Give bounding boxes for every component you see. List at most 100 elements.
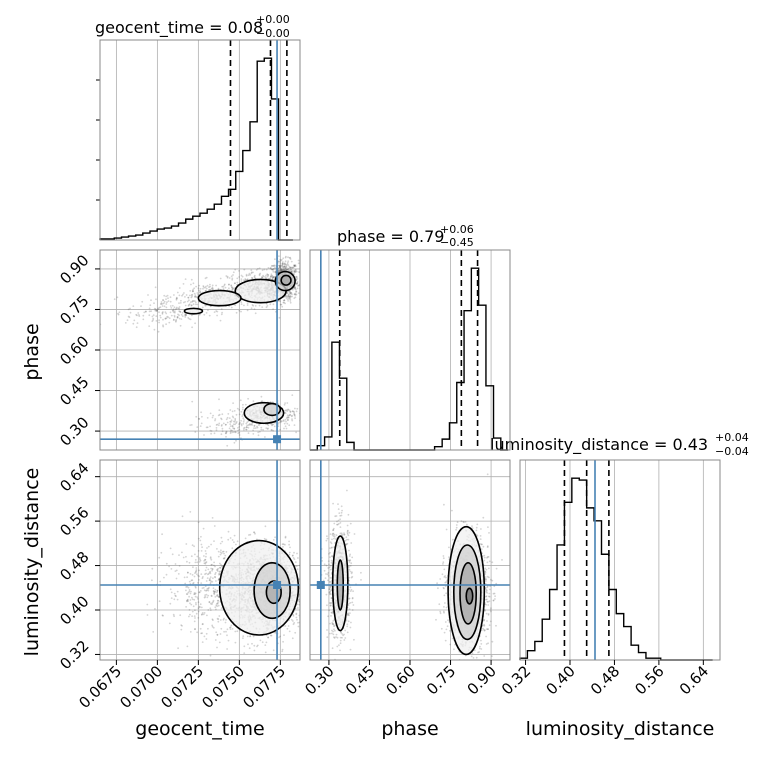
sample-point xyxy=(209,288,211,291)
sample-point xyxy=(279,635,282,638)
sample-point xyxy=(187,571,189,574)
sample-point xyxy=(210,567,213,570)
sample-point xyxy=(178,554,180,556)
sample-point xyxy=(277,423,280,425)
sample-point xyxy=(212,288,215,290)
sample-point xyxy=(193,545,196,548)
sample-point xyxy=(279,261,281,263)
sample-point xyxy=(240,278,243,280)
sample-point xyxy=(191,326,194,329)
sample-point xyxy=(279,262,282,265)
sample-point xyxy=(292,613,295,616)
sample-point xyxy=(227,530,230,533)
sample-point xyxy=(203,612,206,614)
sample-point xyxy=(289,291,292,294)
sample-point xyxy=(289,413,291,416)
sample-point xyxy=(232,274,234,276)
sample-point xyxy=(205,572,208,575)
sample-point xyxy=(196,303,199,306)
sample-point xyxy=(340,632,342,634)
sample-point xyxy=(271,423,274,426)
sample-point xyxy=(229,432,232,435)
sample-point xyxy=(219,553,222,556)
sample-point xyxy=(327,575,330,577)
sample-point xyxy=(289,411,292,413)
sample-point xyxy=(217,555,220,558)
sample-point xyxy=(185,294,188,296)
sample-point xyxy=(242,427,245,430)
sample-point xyxy=(238,409,241,411)
sample-point xyxy=(158,319,161,322)
sample-point xyxy=(216,599,219,602)
sample-point xyxy=(189,301,192,303)
sample-point xyxy=(267,274,269,277)
sample-point xyxy=(216,589,219,592)
sample-point xyxy=(265,274,267,277)
sample-point xyxy=(187,296,190,299)
sample-point xyxy=(244,537,247,540)
sample-point xyxy=(233,287,236,290)
sample-point xyxy=(129,307,131,310)
sample-point xyxy=(213,590,216,593)
sample-point xyxy=(189,592,192,595)
sample-point xyxy=(269,303,272,306)
sample-point xyxy=(153,307,156,310)
sample-point xyxy=(339,639,342,642)
sample-point xyxy=(273,276,276,278)
sample-point xyxy=(217,287,220,290)
sample-point xyxy=(235,543,237,546)
sample-point xyxy=(246,302,249,304)
sample-point xyxy=(290,270,293,273)
sample-point xyxy=(341,633,344,635)
sample-point xyxy=(184,314,186,317)
sample-point xyxy=(347,620,350,623)
sample-point xyxy=(239,421,241,424)
sample-point xyxy=(223,284,226,287)
sample-point xyxy=(215,608,217,611)
sample-point xyxy=(230,624,233,627)
sample-point xyxy=(287,416,290,419)
sample-point xyxy=(234,630,237,633)
sample-point xyxy=(340,511,343,514)
sample-point xyxy=(261,276,263,278)
sample-point xyxy=(349,602,352,604)
sample-point xyxy=(210,595,213,597)
panel-hist-luminosity-distance xyxy=(519,459,721,661)
sample-point xyxy=(214,419,216,422)
sample-point xyxy=(328,581,331,583)
sample-point xyxy=(324,577,327,579)
sample-point xyxy=(138,315,141,317)
sample-point xyxy=(145,310,147,313)
sample-point xyxy=(272,539,275,541)
sample-point xyxy=(191,290,194,292)
sample-point xyxy=(226,648,229,650)
sample-point xyxy=(162,614,164,617)
y-axis-label-phase: phase xyxy=(21,323,43,380)
sample-point xyxy=(290,295,292,298)
sample-point xyxy=(175,296,178,299)
sample-point xyxy=(212,590,215,593)
panel-phase-vs-luminosity-distance xyxy=(309,459,511,661)
sample-point xyxy=(206,573,209,576)
sample-point xyxy=(154,608,156,610)
sample-point xyxy=(231,277,234,280)
sample-point xyxy=(141,300,144,303)
sample-point xyxy=(280,303,283,306)
sample-point xyxy=(200,632,203,635)
sample-point xyxy=(166,301,168,304)
sample-point xyxy=(282,546,284,548)
sample-point xyxy=(233,534,236,537)
sample-point xyxy=(289,414,291,417)
sample-point xyxy=(188,304,190,306)
sample-point xyxy=(329,551,331,554)
sample-point xyxy=(172,308,175,311)
sample-point xyxy=(205,632,208,635)
sample-point xyxy=(198,579,200,581)
sample-point xyxy=(233,282,236,285)
sample-point xyxy=(190,294,193,296)
sample-point xyxy=(294,292,297,295)
sample-point xyxy=(326,636,329,639)
sample-point xyxy=(213,593,216,596)
sample-point xyxy=(281,543,284,546)
sample-point xyxy=(198,569,201,572)
